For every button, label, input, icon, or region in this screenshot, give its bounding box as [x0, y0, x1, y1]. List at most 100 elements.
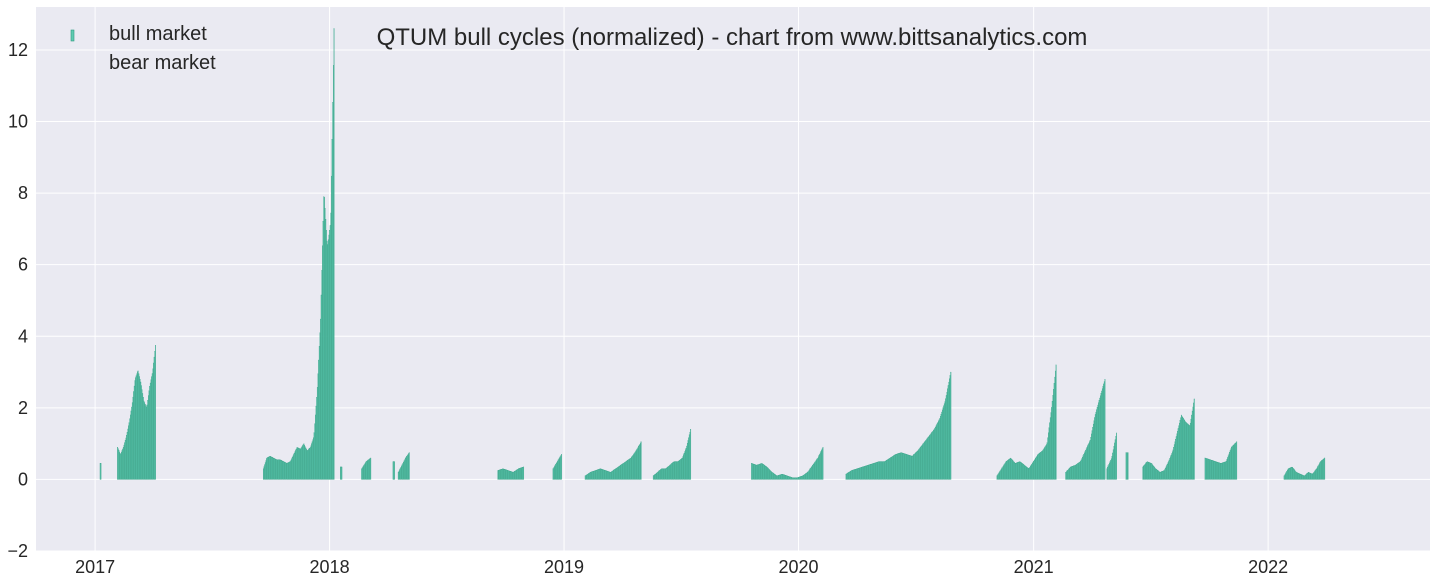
bull-bar — [803, 474, 805, 480]
bull-bar — [910, 455, 912, 480]
bull-bar — [897, 453, 898, 480]
bull-bar — [288, 462, 290, 480]
bull-bar — [1291, 466, 1293, 480]
bull-bar — [883, 461, 885, 480]
bull-bar — [895, 454, 897, 480]
bull-bar — [858, 467, 860, 480]
bull-bar — [403, 460, 405, 480]
bull-bar — [752, 463, 754, 480]
bull-bar — [1155, 468, 1157, 480]
bull-bar — [615, 468, 616, 480]
bull-bar — [657, 471, 659, 480]
bull-bar — [925, 439, 927, 480]
bull-bar — [947, 385, 949, 480]
bull-bar — [401, 465, 402, 480]
bull-bar — [1096, 409, 1098, 480]
bull-bar — [773, 473, 775, 480]
bull-bar — [1052, 395, 1054, 480]
bull-bar — [262, 468, 264, 480]
bull-bar — [1125, 452, 1127, 480]
bull-bar — [680, 458, 682, 480]
bull-bar — [777, 475, 779, 480]
bull-bar — [340, 466, 342, 480]
bull-bar — [943, 403, 945, 480]
bull-bar — [1115, 436, 1117, 480]
bull-bar — [586, 474, 588, 480]
bull-bar — [940, 416, 941, 480]
bull-bar — [329, 225, 331, 480]
bull-bar — [1085, 449, 1087, 480]
bull-bar — [663, 468, 665, 480]
bull-bar — [368, 458, 370, 480]
bull-bar — [996, 475, 998, 480]
bull-bar — [1310, 473, 1312, 480]
bull-bar — [924, 441, 925, 480]
bull-bar — [851, 470, 853, 480]
bull-bar — [1163, 470, 1165, 480]
bull-bar — [1162, 470, 1164, 480]
bull-bar — [1303, 475, 1305, 480]
bull-bar — [122, 448, 124, 480]
bull-bar — [319, 332, 321, 480]
bull-bar — [282, 460, 284, 480]
bull-bar — [284, 462, 286, 480]
bull-bar — [1178, 425, 1180, 480]
bull-bar — [899, 452, 901, 480]
bull-bar — [1185, 422, 1187, 480]
bull-bar — [1065, 471, 1067, 480]
bull-bar — [510, 471, 512, 480]
bull-bar — [1148, 462, 1150, 480]
bull-bar — [279, 459, 280, 480]
bull-bar — [1041, 451, 1043, 480]
bull-bar — [818, 455, 820, 480]
bull-bar — [322, 221, 324, 480]
bull-bar — [1298, 473, 1300, 480]
bull-bar — [1213, 460, 1215, 480]
bull-bar — [1154, 467, 1156, 480]
bull-bar — [135, 377, 137, 480]
bull-bar — [332, 102, 334, 480]
bull-bar — [1072, 465, 1074, 480]
bull-bar — [121, 451, 122, 480]
bull-bar — [924, 441, 926, 480]
bull-bar — [688, 437, 690, 480]
bull-bar — [1159, 471, 1160, 480]
bull-bar — [306, 450, 308, 480]
bull-bar — [774, 474, 776, 480]
bull-bar — [945, 398, 947, 480]
bull-bar — [1304, 474, 1306, 480]
bull-bar — [1214, 461, 1216, 480]
bull-bar — [557, 460, 559, 480]
bull-bar — [595, 470, 596, 480]
bull-bar — [1222, 462, 1223, 480]
bull-bar — [324, 197, 325, 480]
bull-bar — [852, 469, 854, 480]
bull-bar — [686, 445, 688, 480]
bull-bar — [392, 461, 394, 480]
bull-bar — [866, 465, 868, 480]
bull-bar — [941, 411, 943, 480]
bull-bar — [679, 460, 681, 480]
bull-bar — [286, 463, 288, 480]
bull-bar — [1044, 447, 1045, 480]
bull-bar — [916, 451, 918, 480]
bull-bar — [1089, 440, 1091, 480]
bull-bar — [317, 373, 319, 480]
bull-bar — [316, 387, 318, 480]
bull-bar — [1210, 459, 1212, 480]
bull-bar — [682, 456, 684, 480]
bull-bar — [276, 459, 278, 480]
bull-bar — [1086, 447, 1088, 480]
bull-bar — [867, 465, 869, 480]
bull-bar — [292, 455, 294, 480]
bull-bar — [1216, 461, 1218, 480]
bull-bar — [1320, 461, 1322, 480]
bull-bar — [769, 470, 771, 480]
bull-bar — [1234, 443, 1236, 480]
bull-bar — [922, 444, 923, 480]
bull-bar — [588, 473, 590, 480]
bull-bar — [909, 455, 911, 480]
y-tick-label: −2 — [7, 541, 28, 561]
bull-bar — [137, 370, 139, 480]
bull-bar — [277, 459, 279, 480]
